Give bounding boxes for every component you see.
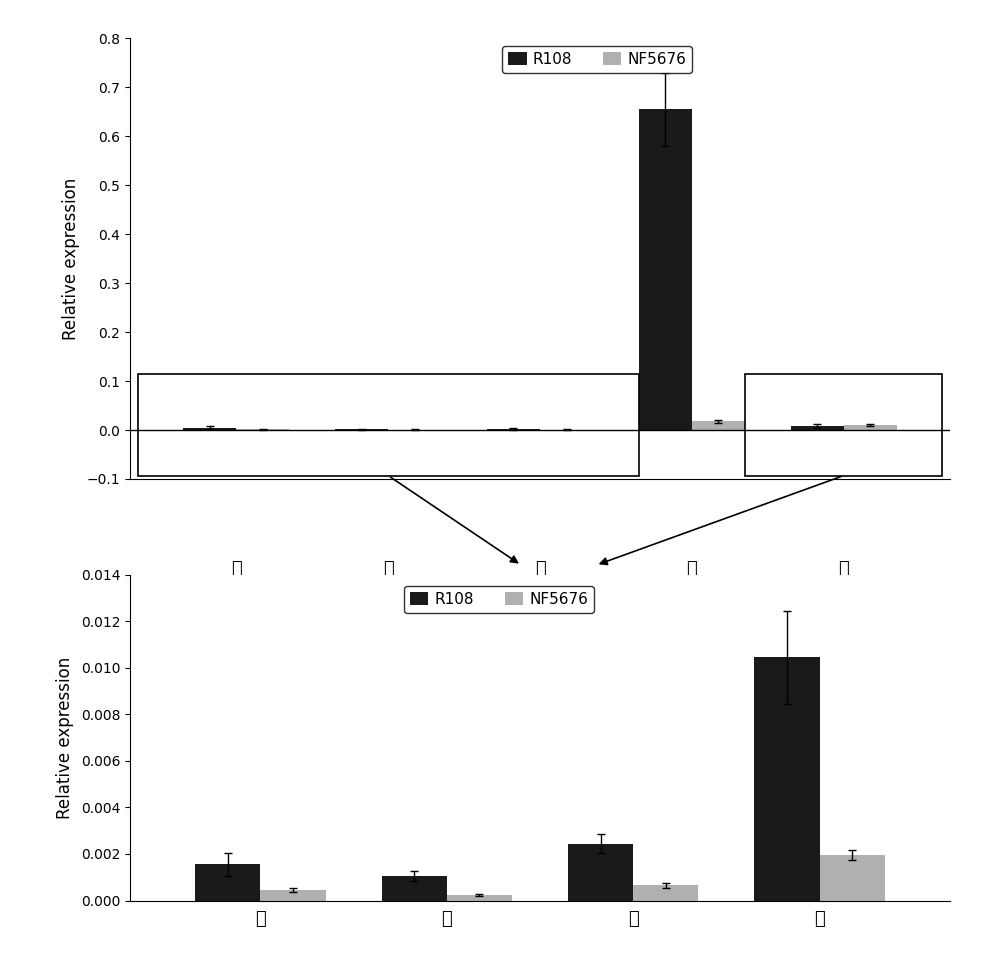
Bar xyxy=(745,374,942,475)
Bar xyxy=(260,890,326,901)
Bar xyxy=(487,428,540,430)
Bar xyxy=(447,895,512,901)
Bar xyxy=(382,876,447,901)
Bar xyxy=(195,864,260,901)
Legend: R108, NF5676: R108, NF5676 xyxy=(502,46,692,73)
Bar xyxy=(236,429,289,430)
Y-axis label: Relative expression: Relative expression xyxy=(56,656,74,819)
Bar xyxy=(183,427,236,430)
Legend: R108, NF5676: R108, NF5676 xyxy=(404,585,594,613)
Bar xyxy=(568,844,633,901)
Bar xyxy=(335,429,388,430)
Bar xyxy=(692,422,745,430)
Bar xyxy=(754,657,820,901)
Bar xyxy=(844,425,897,430)
Bar xyxy=(791,426,844,430)
Bar xyxy=(633,885,698,901)
Bar xyxy=(639,109,692,430)
Bar xyxy=(820,855,885,901)
Bar xyxy=(138,374,639,475)
Y-axis label: Relative expression: Relative expression xyxy=(62,177,80,340)
